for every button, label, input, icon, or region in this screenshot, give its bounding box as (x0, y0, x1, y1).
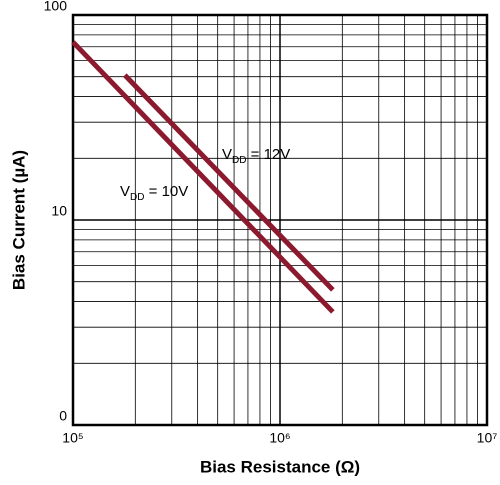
y-tick-label: 100 (44, 0, 68, 14)
data-line (123, 73, 335, 292)
annotation: VDD = 12V (222, 146, 290, 166)
x-axis-title: Bias Resistance (Ω) (200, 457, 360, 476)
x-tick-label: 10⁷ (477, 430, 498, 446)
y-tick-label: 10 (51, 203, 67, 219)
annotation-sub: DD (232, 155, 246, 166)
annotation-main: V (222, 146, 232, 163)
plot-frame (71, 13, 489, 427)
y-axis-title: Bias Current (µA) (9, 150, 28, 290)
y-tick-label: 0 (59, 408, 67, 424)
annotation-main: V (120, 183, 130, 200)
x-tick-label: 10⁵ (62, 430, 83, 446)
annotation-sub: DD (130, 192, 144, 203)
annotation-rest: = 10V (144, 183, 188, 200)
data-line (71, 40, 335, 314)
annotation-rest: = 12V (246, 146, 290, 163)
annotation: VDD = 10V (120, 183, 188, 203)
x-tick-label: 10⁶ (269, 430, 290, 446)
